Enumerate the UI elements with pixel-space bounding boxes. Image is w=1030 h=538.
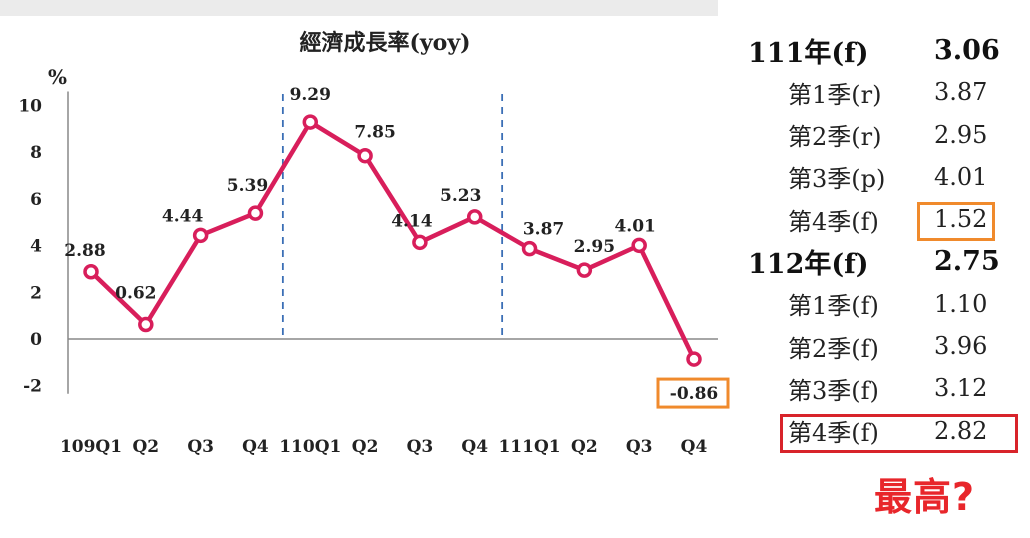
table-quarter-row: 第4季(f) 2.82 bbox=[0, 412, 1030, 450]
data-point bbox=[466, 209, 483, 225]
y-tick-label: -2 bbox=[23, 377, 42, 397]
y-tick-label: 10 bbox=[18, 97, 42, 117]
data-label: -0.86 bbox=[670, 384, 718, 404]
data-label: 5.39 bbox=[227, 176, 268, 196]
data-point bbox=[247, 205, 264, 221]
highlight-box-orange bbox=[917, 202, 995, 242]
data-label: 5.23 bbox=[440, 186, 481, 206]
table-year-row: 111年(f) 3.06 bbox=[0, 31, 1030, 69]
table-quarter-row: 第3季(f) 3.12 bbox=[0, 369, 1030, 407]
table-row-label: 第2季(r) bbox=[788, 123, 882, 152]
data-point bbox=[521, 240, 538, 257]
x-tick-label: Q4 bbox=[242, 437, 269, 457]
table-year-row: 112年(f) 2.75 bbox=[0, 243, 1030, 281]
table-quarter-row: 第1季(r) 3.87 bbox=[0, 73, 1030, 111]
series-points bbox=[83, 114, 702, 367]
table-quarter-row: 第2季(f) 3.96 bbox=[0, 327, 1030, 365]
table-row-label: 第3季(f) bbox=[788, 376, 879, 405]
data-point bbox=[357, 147, 373, 164]
data-point bbox=[631, 237, 647, 254]
x-tick-label: Q4 bbox=[681, 437, 708, 457]
axes bbox=[67, 91, 718, 394]
year-dividers bbox=[281, 94, 504, 339]
table-row-value: 2.82 bbox=[934, 416, 988, 445]
table-row-label: 第1季(f) bbox=[788, 292, 879, 321]
data-label: 0.62 bbox=[115, 284, 156, 304]
table-row-label: 111年(f) bbox=[748, 37, 869, 69]
x-tick-labels: 109Q1 Q2 Q3 Q4 110Q1 Q2 Q3 Q4 111Q1 Q2 Q3 Q4 bbox=[60, 437, 708, 457]
x-tick-label: Q2 bbox=[132, 437, 159, 457]
data-point bbox=[138, 316, 154, 333]
y-tick-label: 8 bbox=[30, 143, 42, 163]
table-row-value: 2.95 bbox=[934, 120, 988, 149]
data-labels: 2.88 0.62 4.44 5.39 9.29 7.85 4.14 5.23 3.87 2.95… bbox=[64, 85, 730, 409]
highlight-box-last-value bbox=[656, 377, 730, 409]
data-label: 4.14 bbox=[391, 211, 433, 231]
data-point bbox=[83, 264, 99, 280]
table-row-label: 第3季(p) bbox=[788, 165, 886, 194]
table-row-value: 3.06 bbox=[934, 34, 1000, 66]
x-tick-label: Q3 bbox=[187, 437, 214, 457]
y-tick-labels: -2 0 2 4 6 8 10 bbox=[18, 97, 42, 397]
x-tick-label: Q2 bbox=[571, 437, 598, 457]
table-quarter-row: 第1季(f) 1.10 bbox=[0, 285, 1030, 323]
data-label: 3.87 bbox=[523, 220, 564, 240]
top-gray-bar bbox=[0, 0, 718, 16]
table-row-value: 1.10 bbox=[934, 289, 988, 318]
table-quarter-row: 第4季(f) 1.52 bbox=[0, 200, 1030, 238]
x-tick-label: 109Q1 bbox=[60, 437, 122, 457]
data-point bbox=[192, 227, 209, 244]
x-tick-label: Q4 bbox=[461, 437, 488, 457]
table-row-label: 第4季(f) bbox=[788, 419, 879, 448]
x-tick-label: 111Q1 bbox=[498, 437, 560, 457]
table-row-value: 1.52 bbox=[934, 205, 988, 234]
table-row-value: 3.12 bbox=[934, 374, 988, 403]
data-label: 2.95 bbox=[574, 237, 615, 257]
y-tick-label: 0 bbox=[30, 330, 42, 350]
table-row-label: 第4季(f) bbox=[788, 207, 879, 236]
table-row-label: 112年(f) bbox=[748, 249, 869, 280]
y-tick-label: 4 bbox=[30, 237, 42, 257]
data-point bbox=[686, 351, 702, 367]
table-row-value: 3.87 bbox=[934, 78, 988, 107]
y-axis-unit-label: % bbox=[48, 65, 67, 89]
data-label: 7.85 bbox=[354, 123, 395, 143]
data-label: 9.29 bbox=[290, 85, 331, 105]
data-point bbox=[576, 262, 593, 278]
y-tick-label: 6 bbox=[30, 190, 42, 210]
x-tick-label: Q2 bbox=[352, 437, 379, 457]
y-tick-label: 2 bbox=[30, 283, 42, 303]
x-tick-label: Q3 bbox=[407, 437, 434, 457]
chart-title: 經濟成長率(yoy) bbox=[299, 30, 470, 56]
table-row-value: 3.96 bbox=[934, 332, 988, 361]
table-row-label: 第2季(f) bbox=[788, 334, 879, 363]
table-row-label: 第1季(r) bbox=[788, 80, 882, 109]
data-point bbox=[302, 114, 319, 130]
data-point bbox=[412, 234, 428, 251]
x-tick-label: 110Q1 bbox=[279, 437, 341, 457]
data-label: 2.88 bbox=[64, 241, 105, 261]
series-line bbox=[89, 119, 697, 361]
table-quarter-row: 第2季(r) 2.95 bbox=[0, 116, 1030, 154]
table-row-value: 2.75 bbox=[934, 246, 1000, 277]
data-label: 4.44 bbox=[162, 206, 204, 226]
table-row-value: 4.01 bbox=[934, 162, 988, 191]
series-polyline bbox=[89, 119, 697, 361]
table-quarter-row: 第3季(p) 4.01 bbox=[0, 158, 1030, 196]
data-label: 4.01 bbox=[614, 216, 655, 236]
x-tick-label: Q3 bbox=[626, 437, 653, 457]
highlight-box-red bbox=[780, 413, 1018, 453]
callout-text: 最高? bbox=[874, 475, 976, 519]
